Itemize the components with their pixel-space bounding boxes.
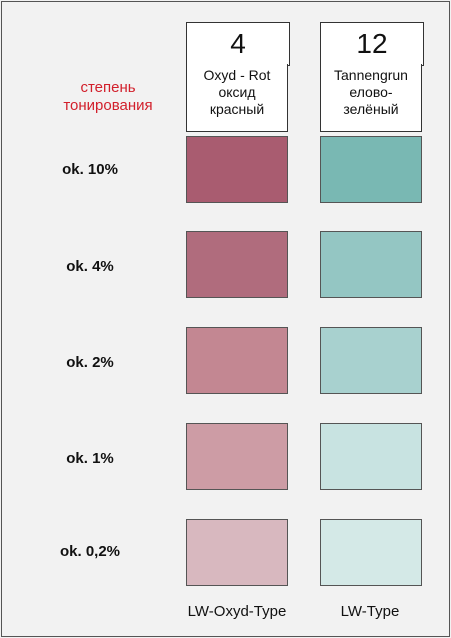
row-label-2: ok. 2% xyxy=(66,354,114,371)
column-2-footer: LW-Type xyxy=(340,603,400,620)
row-label-1: ok. 1% xyxy=(66,450,114,467)
tint-title-line-1: степень xyxy=(80,79,136,96)
column-2-number: 12 xyxy=(320,22,424,66)
swatch-tannengrun-1 xyxy=(320,423,422,490)
swatch-oxyd-rot-4 xyxy=(186,231,288,298)
column-1-name: Oxyd - Rot оксид красный xyxy=(186,64,288,132)
column-1-number: 4 xyxy=(186,22,290,66)
column-2-name-line-2: елово- xyxy=(349,84,393,100)
swatch-tannengrun-2 xyxy=(320,327,422,394)
column-2-name-line-1: Tannengrun xyxy=(334,67,408,83)
column-1-name-line-1: Oxyd - Rot xyxy=(203,67,271,83)
swatch-oxyd-rot-1 xyxy=(186,423,288,490)
column-2-name-line-3: зелёный xyxy=(343,101,399,117)
row-label-0-2: ok. 0,2% xyxy=(59,543,121,560)
swatch-tannengrun-10 xyxy=(320,136,422,203)
swatch-oxyd-rot-0-2 xyxy=(186,519,288,586)
tint-degree-title: степень тонирования xyxy=(38,79,178,115)
column-1-name-line-2: оксид xyxy=(218,84,256,100)
column-2-name: Tannengrun елово- зелёный xyxy=(320,64,422,132)
column-1-footer: LW-Oxyd-Type xyxy=(187,603,287,620)
swatch-tannengrun-0-2 xyxy=(320,519,422,586)
row-label-4: ok. 4% xyxy=(66,258,114,275)
column-1-name-line-3: красный xyxy=(209,101,265,117)
swatch-oxyd-rot-2 xyxy=(186,327,288,394)
tint-title-line-2: тонирования xyxy=(63,97,153,114)
swatch-oxyd-rot-10 xyxy=(186,136,288,203)
row-label-10: ok. 10% xyxy=(62,161,118,178)
swatch-tannengrun-4 xyxy=(320,231,422,298)
